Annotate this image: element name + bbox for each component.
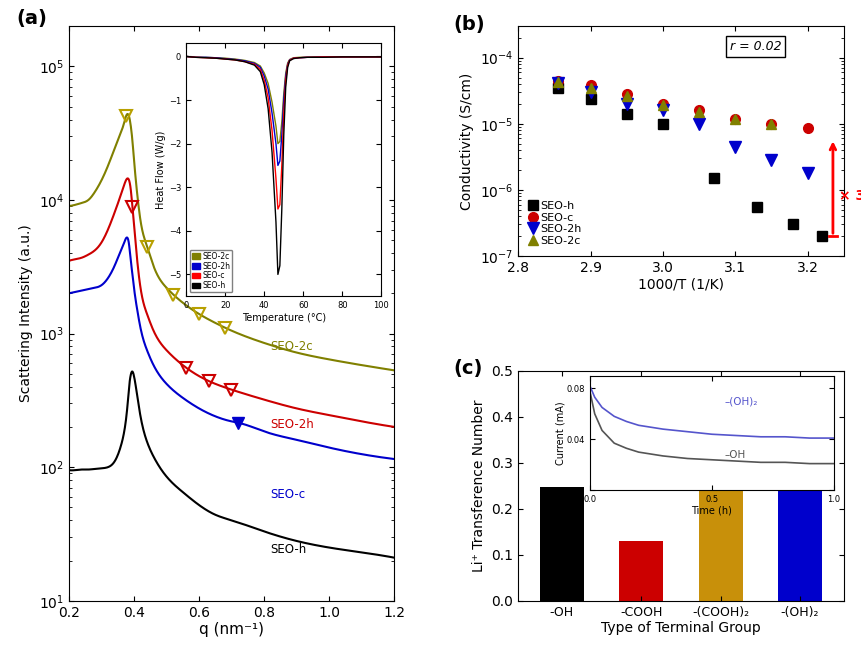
- Line: SEO-2c: SEO-2c: [553, 77, 777, 129]
- X-axis label: q (nm⁻¹): q (nm⁻¹): [199, 622, 264, 637]
- Text: r = 0.02: r = 0.02: [730, 40, 782, 53]
- SEO-2c: [622, 93, 632, 101]
- SEO-h: [817, 232, 827, 240]
- Line: SEO-c: SEO-c: [553, 76, 813, 133]
- Line: SEO-2h: SEO-2h: [553, 77, 813, 178]
- Text: SEO-2c: SEO-2c: [270, 340, 313, 353]
- SEO-h: [709, 174, 719, 182]
- SEO-2h: [730, 143, 740, 151]
- X-axis label: 1000/T (1/K): 1000/T (1/K): [638, 278, 724, 292]
- SEO-2c: [658, 101, 668, 109]
- Bar: [778, 388, 822, 601]
- SEO-c: [694, 106, 704, 114]
- SEO-c: [766, 120, 777, 128]
- SEO-2h: [553, 78, 563, 86]
- SEO-c: [658, 100, 668, 108]
- Text: (b): (b): [453, 14, 485, 33]
- Bar: [699, 483, 742, 601]
- Y-axis label: Conductivity (S/cm): Conductivity (S/cm): [461, 72, 474, 210]
- Bar: [540, 486, 584, 601]
- SEO-2h: [766, 156, 777, 164]
- SEO-2h: [802, 169, 813, 177]
- SEO-c: [585, 82, 596, 89]
- Text: (c): (c): [453, 359, 482, 378]
- SEO-2h: [622, 100, 632, 108]
- SEO-c: [553, 76, 563, 84]
- Y-axis label: Li⁺ Transference Number: Li⁺ Transference Number: [472, 400, 486, 572]
- SEO-h: [585, 95, 596, 103]
- SEO-c: [622, 90, 632, 98]
- SEO-h: [788, 221, 798, 229]
- SEO-c: [802, 125, 813, 133]
- Text: × 30: × 30: [839, 189, 861, 203]
- SEO-2c: [553, 78, 563, 86]
- Text: SEO-2h: SEO-2h: [270, 418, 314, 430]
- Text: SEO-c: SEO-c: [270, 488, 306, 502]
- SEO-h: [658, 120, 668, 128]
- SEO-2h: [585, 88, 596, 96]
- Bar: [619, 541, 663, 601]
- X-axis label: Type of Terminal Group: Type of Terminal Group: [601, 622, 761, 635]
- SEO-h: [553, 84, 563, 91]
- SEO-h: [622, 110, 632, 118]
- SEO-2h: [694, 120, 704, 128]
- Text: (a): (a): [16, 9, 47, 28]
- SEO-c: [730, 115, 740, 123]
- SEO-h: [752, 203, 762, 211]
- SEO-2c: [730, 115, 740, 123]
- SEO-2c: [766, 120, 777, 128]
- SEO-2c: [585, 84, 596, 91]
- SEO-2c: [694, 108, 704, 116]
- Y-axis label: Scattering Intensity (a.u.): Scattering Intensity (a.u.): [19, 225, 33, 402]
- Legend: SEO-h, SEO-c, SEO-2h, SEO-2c: SEO-h, SEO-c, SEO-2h, SEO-2c: [523, 197, 586, 250]
- SEO-2h: [658, 106, 668, 114]
- Text: SEO-h: SEO-h: [270, 543, 307, 556]
- Line: SEO-h: SEO-h: [554, 84, 827, 240]
